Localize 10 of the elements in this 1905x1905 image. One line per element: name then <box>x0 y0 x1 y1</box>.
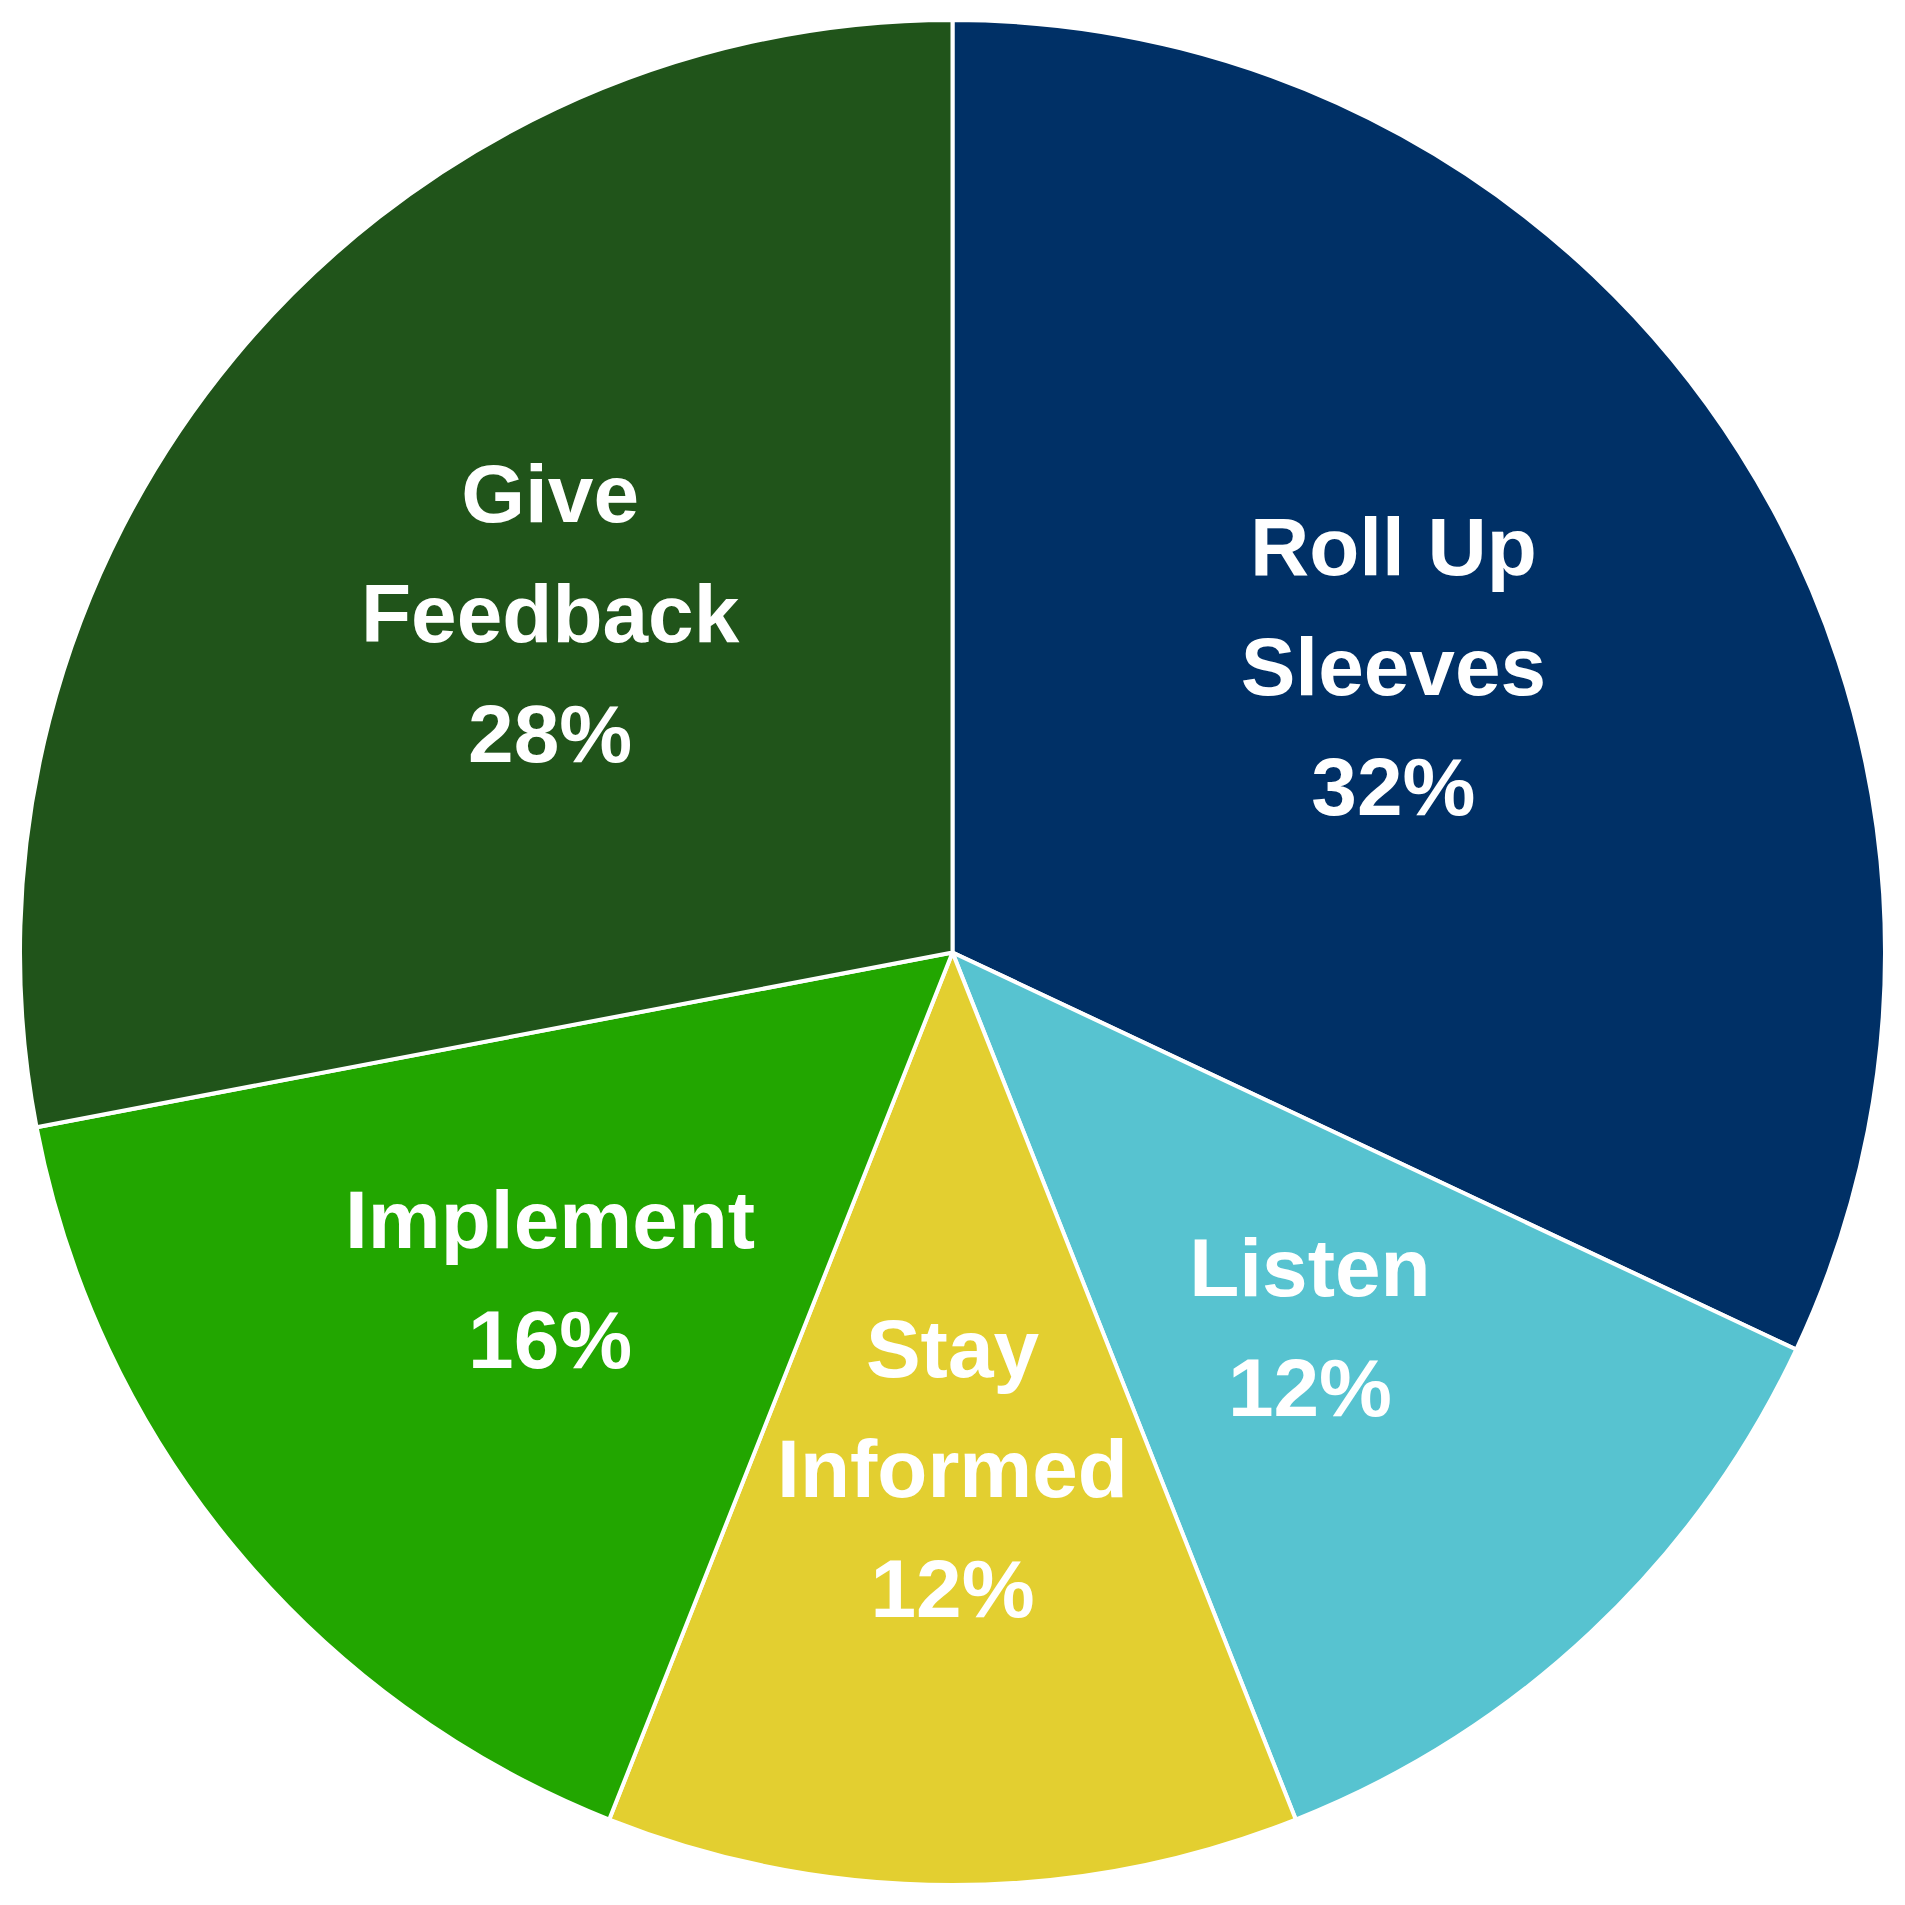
data-label: 12% <box>870 1543 1035 1635</box>
slice-label: Implement <box>345 1173 756 1265</box>
data-label: 16% <box>468 1293 633 1385</box>
slice-label: Give Feedback <box>360 448 740 660</box>
slice-label: Roll Up Sleeves <box>1240 501 1547 713</box>
data-label: 28% <box>468 688 633 780</box>
slice-label: Listen <box>1189 1221 1431 1313</box>
data-label: 12% <box>1227 1341 1393 1433</box>
slice-label: Stay Informed <box>777 1303 1128 1515</box>
data-label: 32% <box>1311 741 1476 833</box>
